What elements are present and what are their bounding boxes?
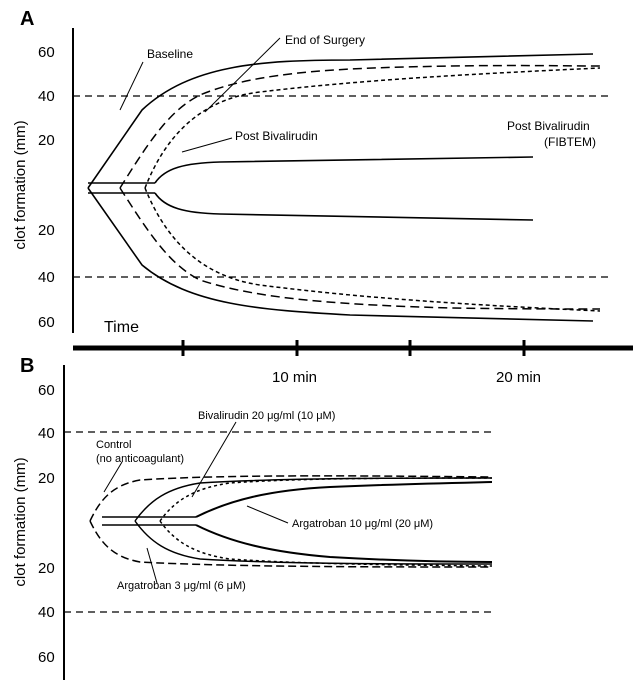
panel-b-ytick-60-bottom: 60 — [38, 649, 55, 666]
panel-b-label-control-line1: Control — [96, 439, 131, 451]
panel-a-label-post-bivalirudin: Post Bivalirudin — [235, 129, 318, 143]
panel-a-pointer-end-of-surgery — [204, 37, 281, 113]
panel-b-pointer-control — [103, 461, 123, 493]
panel-a-ytick-40-top: 40 — [38, 88, 55, 105]
panel-b-ytick-20-bottom: 20 — [38, 560, 55, 577]
panel-a-x-label: Time — [104, 319, 139, 336]
panel-a-end-of-surgery-curve-top — [119, 64, 601, 189]
panel-b-label-argatroban-10: Argatroban 10 μg/ml (20 μM) — [292, 518, 433, 530]
panel-a-post-bivalirudin-curve-bottom — [144, 187, 601, 312]
panel-b-label-bivalirudin: Bivalirudin 20 μg/ml (10 μM) — [198, 410, 335, 422]
panel-a-fibtem-curve-top — [154, 156, 534, 184]
panel-b-control-curve-top — [89, 475, 493, 522]
panel-a-end-of-surgery-curve-bottom — [119, 187, 601, 310]
panel-a-ytick-20-top: 20 — [38, 132, 55, 149]
panel-b-pointer-bivalirudin — [191, 421, 237, 498]
panel-a-label-baseline: Baseline — [147, 47, 193, 61]
panel-b-label-argatroban-3: Argatroban 3 μg/ml (6 μM) — [117, 580, 246, 592]
panel-b-pointer-argatroban-3 — [146, 547, 158, 584]
panel-a-ytick-60-bottom: 60 — [38, 314, 55, 331]
panel-a-ylabel: clot formation (mm) — [12, 120, 29, 249]
panel-b-ytick-20-top: 20 — [38, 470, 55, 487]
panel-b-argatroban-3-curve-bottom — [134, 520, 493, 565]
panel-a-label-end-of-surgery: End of Surgery — [285, 33, 365, 47]
panel-a-baseline-curve-top — [87, 53, 594, 189]
panel-b-ytick-60-top: 60 — [38, 382, 55, 399]
panel-a-ytick-60-top: 60 — [38, 44, 55, 61]
panel-b-pointer-argatroban-10 — [246, 505, 289, 524]
panel-b-letter: B — [20, 355, 34, 377]
panel-b-ytick-40-top: 40 — [38, 425, 55, 442]
panel-a-pointer-post-bivalirudin — [181, 137, 233, 153]
panel-a-pointer-baseline — [119, 61, 144, 111]
panel-a-post-bivalirudin-curve-top — [144, 67, 601, 189]
panel-b-ylabel: clot formation (mm) — [12, 457, 29, 586]
panel-a-label-fibtem-line1: Post Bivalirudin — [507, 119, 590, 133]
panel-b: B 60 40 20 20 40 60 clot formation (mm) — [12, 355, 493, 680]
panel-a-label-fibtem-line2: (FIBTEM) — [544, 135, 596, 149]
panel-b-argatroban-10-curve-top — [195, 481, 493, 518]
panel-b-ytick-40-bottom: 40 — [38, 604, 55, 621]
panel-a-fibtem-curve-bottom — [154, 192, 534, 221]
panel-a-letter: A — [20, 8, 34, 30]
timeline-label-20-min: 20 min — [496, 369, 541, 386]
timeline-label-10-min: 10 min — [272, 369, 317, 386]
panel-a-ytick-40-bottom: 40 — [38, 269, 55, 286]
panel-b-argatroban-10-curve-bottom — [195, 524, 493, 563]
panel-b-control-curve-bottom — [89, 520, 493, 568]
panel-b-bivalirudin-curve-bottom — [159, 520, 493, 567]
timeline: 10 min 20 min — [73, 340, 633, 386]
panel-b-argatroban-3-curve-top — [134, 477, 493, 522]
panel-a: A 60 40 20 20 40 60 clot formation (mm) — [12, 8, 610, 336]
panel-a-ytick-20-bottom: 20 — [38, 222, 55, 239]
panel-b-label-control-line2: (no anticoagulant) — [96, 453, 184, 465]
panel-b-bivalirudin-curve-top — [159, 477, 493, 522]
panel-a-baseline-curve-bottom — [87, 187, 594, 322]
